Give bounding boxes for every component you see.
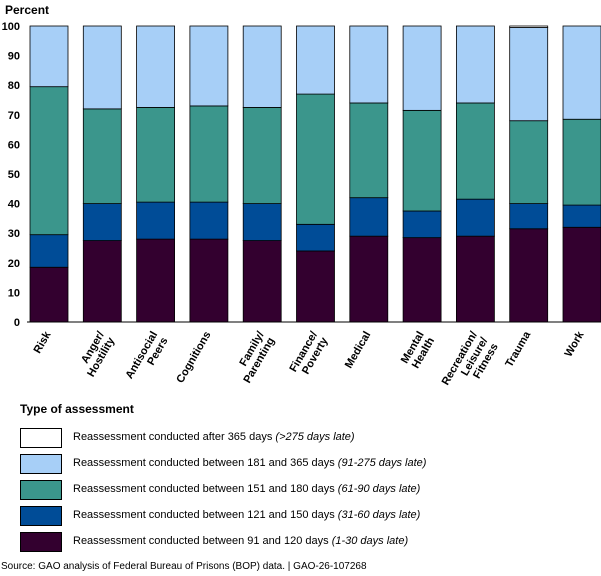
y-tick-label: 70	[8, 110, 20, 122]
y-tick-label: 80	[8, 80, 20, 92]
bar-segment	[29, 266, 69, 323]
bar-segment	[349, 197, 389, 237]
legend-label: Reassessment conducted between 181 and 3…	[73, 457, 427, 469]
y-tick-label: 60	[8, 139, 20, 151]
legend-swatch	[20, 506, 62, 526]
bar-segment	[29, 86, 69, 236]
x-tick-label: Risk	[32, 329, 54, 356]
y-tick-label: 10	[8, 287, 20, 299]
bar-segment	[82, 203, 122, 242]
x-tick-label: MentalHealth	[399, 329, 437, 371]
x-tick-label: Anger/Hostility	[75, 329, 118, 379]
bar-segment	[82, 25, 122, 110]
legend-swatch	[20, 428, 62, 448]
bar-segment	[296, 223, 335, 252]
bar-segment	[82, 108, 122, 204]
y-tick-label: 100	[2, 21, 20, 33]
bar-segment	[29, 25, 69, 88]
bar-segment	[455, 25, 495, 104]
x-tick-label: Work	[563, 329, 587, 359]
bar-segment	[242, 25, 282, 108]
bar-segment	[562, 226, 601, 323]
legend-title: Type of assessment	[20, 402, 134, 416]
bar-segment	[562, 118, 601, 206]
bar-segment	[82, 240, 122, 323]
legend-swatch	[20, 480, 62, 500]
bar-segment	[136, 107, 176, 203]
bar-segment	[189, 201, 229, 240]
bar-segment	[242, 203, 282, 242]
bar-segment	[296, 93, 335, 225]
bar-segment	[349, 235, 389, 323]
legend-label: Reassessment conducted after 365 days (>…	[73, 431, 355, 443]
bar-segment	[136, 25, 176, 108]
bar-segment	[349, 25, 389, 104]
bar-segment	[136, 238, 176, 323]
bar-segment	[242, 107, 282, 204]
bar-segment	[402, 109, 442, 212]
bar-segment	[509, 228, 549, 323]
x-tick-label: Medical	[343, 330, 374, 371]
y-tick-label: 30	[8, 228, 20, 240]
bar-segment	[29, 234, 69, 268]
bar-segment	[455, 102, 495, 200]
y-tick-label: 50	[8, 169, 20, 181]
bar-segment	[509, 120, 549, 204]
bar-segment	[402, 210, 442, 239]
bar-segment	[509, 203, 549, 230]
bar-segment	[136, 201, 176, 240]
bar-segment	[296, 25, 335, 95]
bar-segment	[189, 105, 229, 203]
legend-swatch	[20, 532, 62, 552]
y-tick-label: 0	[14, 317, 20, 329]
legend-label: Reassessment conducted between 91 and 12…	[73, 535, 409, 547]
bar-segment	[509, 27, 549, 122]
x-tick-label: Recreation/Leisure/Fitness	[440, 330, 501, 400]
bar-segment	[562, 25, 601, 120]
y-axis-title: Percent	[5, 3, 49, 17]
x-tick-label: Cognitions	[174, 330, 213, 386]
legend-label: Reassessment conducted between 151 and 1…	[73, 483, 421, 495]
source-note: Source: GAO analysis of Federal Bureau o…	[1, 561, 367, 572]
stacked-bar-chart: Percent 0 10 20 30 40 50 60 70 80 90 100 Risk Anger/H…	[2, 3, 601, 400]
bar-segment	[455, 198, 495, 237]
y-tick-label: 20	[8, 258, 20, 270]
bar-segment	[189, 238, 229, 323]
y-tick-label: 90	[8, 51, 20, 63]
bar-segment	[189, 25, 229, 107]
legend-label: Reassessment conducted between 121 and 1…	[73, 509, 421, 521]
bar-segment	[296, 250, 335, 323]
x-tick-label: Finance/Poverty	[287, 329, 331, 380]
bar-segment	[509, 25, 549, 28]
x-tick-label: AntisocialPeers	[124, 330, 171, 388]
bar-segment	[349, 102, 389, 199]
bar-segment	[402, 25, 442, 111]
legend-swatch	[20, 454, 62, 474]
x-tick-label: Trauma	[503, 329, 533, 370]
bar-segment	[402, 237, 442, 323]
bar-segment	[562, 204, 601, 228]
bar-segment	[242, 240, 282, 323]
x-tick-label: Family/Parenting	[231, 330, 277, 386]
y-tick-label: 40	[8, 199, 20, 211]
bar-segment	[455, 235, 495, 323]
